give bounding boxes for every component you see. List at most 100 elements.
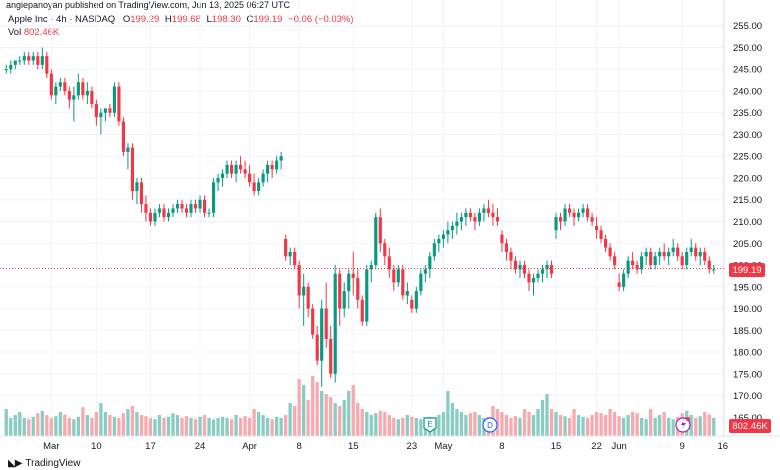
candle-body[interactable] (157, 208, 162, 213)
candle-body[interactable] (4, 69, 8, 71)
candle-body[interactable] (94, 104, 98, 118)
candle-body[interactable] (437, 238, 441, 244)
candle-body[interactable] (54, 86, 58, 96)
candle-body[interactable] (85, 90, 89, 96)
candle-body[interactable] (617, 282, 621, 287)
candle-body[interactable] (635, 265, 639, 270)
candle-body[interactable] (22, 56, 26, 61)
candle-body[interactable] (275, 160, 279, 170)
candle-body[interactable] (676, 247, 680, 257)
time-axis[interactable]: Mar 10 17 24 Apr 8 15 23 May 8 15 22 Jun 9 16 (0, 435, 780, 452)
candle-body[interactable] (626, 260, 630, 274)
candle-body[interactable] (36, 56, 40, 65)
candle-body[interactable] (423, 269, 427, 274)
candle-body[interactable] (148, 212, 153, 222)
candle-body[interactable] (126, 147, 130, 152)
candle-body[interactable] (468, 212, 472, 218)
candle-body[interactable] (567, 208, 572, 213)
candle-body[interactable] (320, 308, 324, 361)
candle-body[interactable] (207, 212, 211, 214)
candle-body[interactable] (518, 265, 522, 270)
candle-body[interactable] (67, 90, 71, 100)
candle-body[interactable] (455, 221, 459, 226)
candle-body[interactable] (184, 208, 189, 213)
candle-body[interactable] (49, 73, 53, 96)
candle-body[interactable] (604, 238, 608, 248)
candle-body[interactable] (405, 291, 409, 296)
candle-body[interactable] (13, 60, 17, 65)
candle-body[interactable] (703, 251, 707, 261)
candle-body[interactable] (81, 82, 85, 96)
candle-body[interactable] (58, 82, 62, 87)
candle-body[interactable] (76, 82, 80, 96)
candle-body[interactable] (121, 121, 125, 152)
candle-body[interactable] (333, 273, 337, 374)
candle-body[interactable] (446, 230, 450, 235)
candle-body[interactable] (144, 204, 148, 213)
candle-body[interactable] (662, 251, 666, 257)
candle-body[interactable] (698, 251, 702, 257)
candle-body[interactable] (590, 217, 594, 222)
candle-body[interactable] (504, 243, 509, 252)
tradingview-logo[interactable]: ◣▶ TradingView (8, 458, 80, 469)
candle-body[interactable] (441, 234, 445, 239)
candle-body[interactable] (509, 251, 513, 261)
candle-body[interactable] (306, 286, 310, 309)
candle-body[interactable] (27, 56, 31, 61)
candle-body[interactable] (644, 251, 648, 257)
candle-body[interactable] (401, 269, 405, 296)
candle-body[interactable] (315, 334, 319, 361)
candle-body[interactable] (90, 90, 94, 105)
candle-body[interactable] (631, 260, 635, 266)
candle-body[interactable] (153, 212, 157, 222)
candle-body[interactable] (279, 156, 283, 161)
candle-body[interactable] (549, 265, 554, 274)
candle-body[interactable] (63, 82, 67, 91)
candle-body[interactable] (175, 204, 180, 209)
candle-body[interactable] (500, 234, 504, 244)
candle-body[interactable] (383, 243, 387, 257)
candle-body[interactable] (680, 256, 684, 266)
candle-body[interactable] (266, 164, 270, 174)
candle-body[interactable] (193, 204, 198, 209)
candle-body[interactable] (108, 108, 112, 113)
candle-body[interactable] (558, 217, 563, 222)
earnings-event[interactable]: E (423, 417, 437, 433)
candle-body[interactable] (378, 217, 382, 244)
candle-body[interactable] (613, 256, 617, 266)
candle-body[interactable] (293, 251, 297, 266)
candle-body[interactable] (653, 256, 657, 266)
candle-body[interactable] (689, 247, 693, 252)
candle-body[interactable] (234, 164, 238, 174)
candle-body[interactable] (712, 269, 716, 271)
candle-body[interactable] (477, 212, 481, 222)
candle-body[interactable] (162, 208, 166, 218)
candle-body[interactable] (671, 247, 675, 252)
candle-body[interactable] (40, 56, 44, 65)
candle-body[interactable] (581, 208, 585, 213)
candle-body[interactable] (342, 291, 346, 309)
candle-body[interactable] (270, 164, 274, 170)
candle-body[interactable] (649, 251, 653, 266)
candle-body[interactable] (130, 147, 135, 192)
candle-body[interactable] (459, 217, 463, 222)
candle-body[interactable] (302, 286, 306, 296)
candle-body[interactable] (685, 251, 689, 266)
candle-body[interactable] (563, 208, 567, 222)
candle-body[interactable] (694, 247, 698, 257)
candle-body[interactable] (450, 225, 454, 231)
candle-body[interactable] (135, 182, 139, 192)
candle-body[interactable] (239, 164, 243, 170)
candle-body[interactable] (18, 60, 22, 62)
candle-body[interactable] (216, 177, 220, 183)
candle-body[interactable] (220, 173, 225, 178)
candle-body[interactable] (311, 308, 315, 335)
candle-body[interactable] (347, 273, 351, 292)
candle-body[interactable] (432, 243, 436, 257)
dividend-event[interactable]: D (482, 417, 498, 433)
candle-body[interactable] (356, 278, 360, 300)
candle-body[interactable] (554, 217, 558, 231)
candle-body[interactable] (45, 56, 49, 74)
candle-body[interactable] (229, 164, 234, 174)
candle-body[interactable] (103, 108, 107, 113)
